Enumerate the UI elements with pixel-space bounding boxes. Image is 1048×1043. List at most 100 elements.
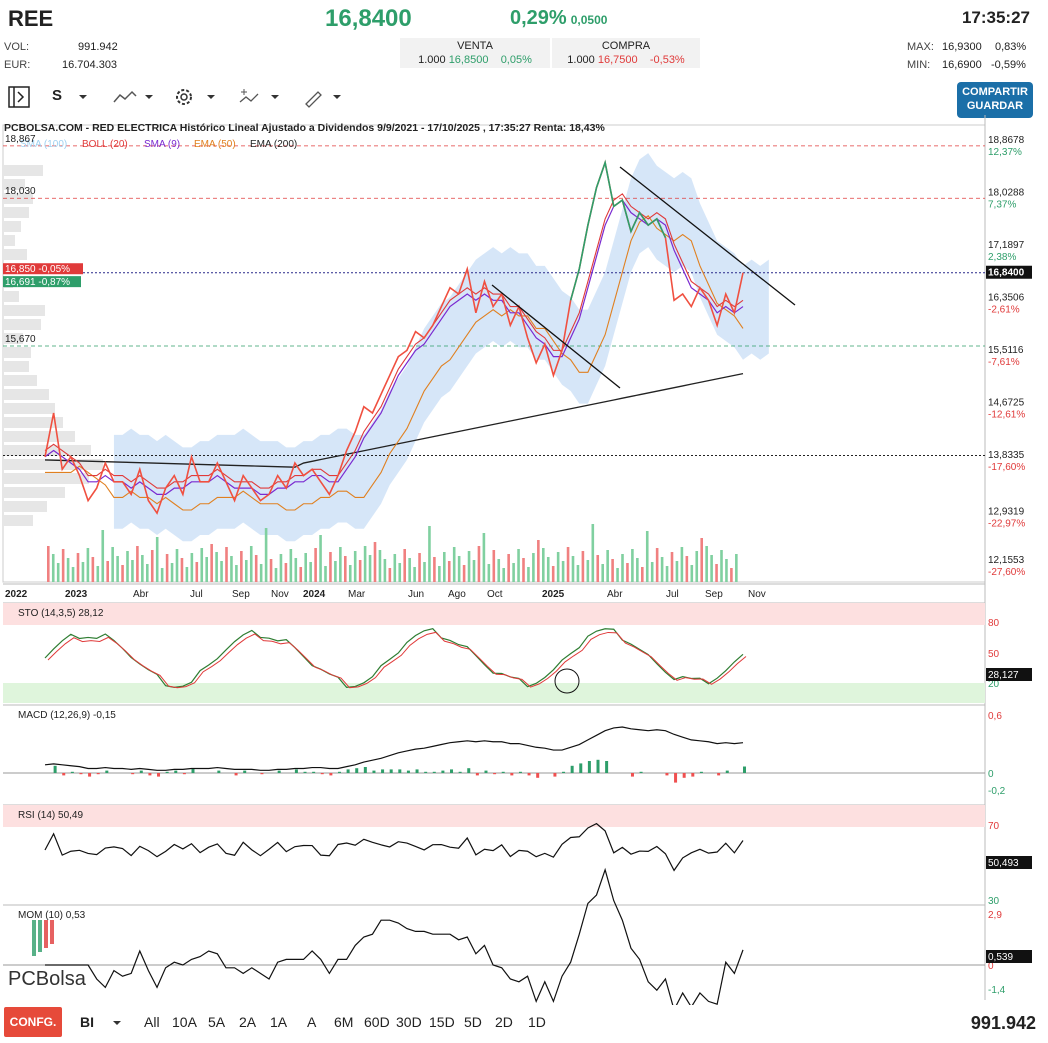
macd-tick: 0 xyxy=(988,769,994,780)
range-button-30d[interactable]: 30D xyxy=(396,1014,422,1030)
sto-tick: 80 xyxy=(988,618,1000,629)
macd-histogram-bar xyxy=(691,773,695,777)
config-button[interactable]: CONFG. xyxy=(4,1007,62,1037)
volume-bar xyxy=(438,566,441,582)
y-pct-label: -2,61% xyxy=(988,304,1020,315)
range-button-1d[interactable]: 1D xyxy=(528,1014,546,1030)
volume-bar xyxy=(215,552,218,582)
venta-label: VENTA xyxy=(457,40,493,52)
draw-pencil-icon[interactable] xyxy=(302,86,326,108)
sto-zone xyxy=(3,683,985,703)
chevron-down-icon[interactable] xyxy=(270,92,280,102)
line-chart-icon[interactable] xyxy=(112,86,138,108)
volume-bar xyxy=(121,565,124,582)
macd-label: MACD (12,26,9) -0,15 xyxy=(18,710,116,721)
sto-zone xyxy=(3,603,985,625)
range-button-a[interactable]: A xyxy=(307,1014,317,1030)
volume-bar xyxy=(730,568,733,582)
macd-histogram-bar xyxy=(639,771,643,773)
chevron-down-icon[interactable] xyxy=(332,92,342,102)
volume-bar xyxy=(358,560,362,582)
quote-time: 17:35:27 xyxy=(961,8,1030,27)
range-button-6m[interactable]: 6M xyxy=(334,1014,354,1030)
volume-bar xyxy=(398,563,402,582)
volume-bar xyxy=(551,566,555,582)
chevron-down-icon[interactable] xyxy=(78,92,88,102)
rsi-tag-bg xyxy=(986,856,1032,869)
rsi-line xyxy=(44,822,744,872)
macd-histogram-bar xyxy=(699,771,703,773)
macd-histogram-bar xyxy=(277,770,281,773)
macd-histogram-bar xyxy=(450,769,454,773)
footer-bar: CONFG. BI All 10A 5A 2A 1A A 6M 60D 30D 15D 5D 2D 1D… xyxy=(0,1005,1048,1041)
x-tick-label: Mar xyxy=(348,589,366,600)
venta-price: 16,8500 xyxy=(448,54,489,66)
sto-tick: 20 xyxy=(988,679,1000,690)
volume-profile-bar xyxy=(3,389,49,400)
gear-icon[interactable] xyxy=(172,85,196,109)
range-button-5d[interactable]: 5D xyxy=(464,1014,482,1030)
range-button-2a[interactable]: 2A xyxy=(239,1014,257,1030)
chevron-down-icon[interactable] xyxy=(112,1018,122,1028)
volume-bar xyxy=(155,537,159,582)
range-button-2d[interactable]: 2D xyxy=(495,1014,513,1030)
change-pct-value: 0,29% xyxy=(510,7,567,29)
macd-histogram-bar xyxy=(605,761,609,773)
volume-bar xyxy=(284,563,288,582)
chevron-down-icon[interactable] xyxy=(206,92,216,102)
x-tick-label: Oct xyxy=(487,589,503,600)
volume-bar xyxy=(86,548,90,582)
bi-selector[interactable]: BI xyxy=(80,1014,94,1030)
macd-histogram-bar xyxy=(131,773,135,775)
volume-bar xyxy=(418,553,421,582)
venta-values: 1.000 16,8500 0,05% xyxy=(400,54,550,66)
range-button-60d[interactable]: 60D xyxy=(364,1014,390,1030)
macd-histogram-bar xyxy=(381,769,385,773)
series-type-button[interactable]: S xyxy=(52,87,63,104)
volume-bar xyxy=(497,559,501,582)
macd-histogram-bar xyxy=(182,773,186,775)
panel-toggle-icon[interactable] xyxy=(6,84,32,110)
macd-histogram-bar xyxy=(355,768,359,773)
indicators-icon[interactable] xyxy=(238,86,262,108)
macd-histogram-bar xyxy=(458,771,462,773)
price-chart[interactable]: PCBOLSA.COM - RED ELECTRICA Histórico Li… xyxy=(0,115,1048,1005)
y-tick-label: 12,9319 xyxy=(988,506,1025,517)
sto-k-line xyxy=(44,628,744,688)
macd-tick: -0,2 xyxy=(988,786,1006,797)
y-tick-label: 15,5116 xyxy=(988,345,1024,356)
volume-bar xyxy=(76,553,80,582)
sto-tag-bg xyxy=(986,668,1032,681)
min-value: 16,6900 xyxy=(942,59,982,71)
volume-bar xyxy=(586,560,590,582)
volume-bar xyxy=(294,558,298,582)
volume-bar xyxy=(641,567,644,582)
logo-bar xyxy=(32,920,36,956)
volume-bar xyxy=(264,528,268,582)
share-save-button[interactable]: COMPARTIR GUARDAR xyxy=(957,82,1033,118)
range-button-all[interactable]: All xyxy=(144,1014,160,1030)
chevron-down-icon[interactable] xyxy=(144,92,154,102)
volume-bar xyxy=(650,562,654,582)
volume-bar xyxy=(393,554,397,582)
volume-bar xyxy=(71,567,75,582)
volume-profile-bar xyxy=(3,165,43,176)
volume-bar xyxy=(665,566,669,582)
range-button-1a[interactable]: 1A xyxy=(270,1014,288,1030)
macd-histogram-bar xyxy=(484,770,488,773)
volume-bar xyxy=(269,559,273,582)
volume-bar xyxy=(705,546,708,582)
macd-histogram-bar xyxy=(320,773,324,775)
min-pct: -0,59% xyxy=(991,59,1026,71)
volume-bar xyxy=(408,558,411,582)
volume-bar xyxy=(101,530,105,582)
volume-bar xyxy=(423,562,426,582)
volume-bar xyxy=(542,548,545,582)
change-abs-value: 0,0500 xyxy=(570,13,608,27)
range-button-5a[interactable]: 5A xyxy=(208,1014,226,1030)
range-button-10a[interactable]: 10A xyxy=(172,1014,197,1030)
volume-bar xyxy=(126,551,129,582)
volume-bar xyxy=(645,531,649,582)
volume-profile-bar xyxy=(3,417,63,428)
range-button-15d[interactable]: 15D xyxy=(429,1014,455,1030)
